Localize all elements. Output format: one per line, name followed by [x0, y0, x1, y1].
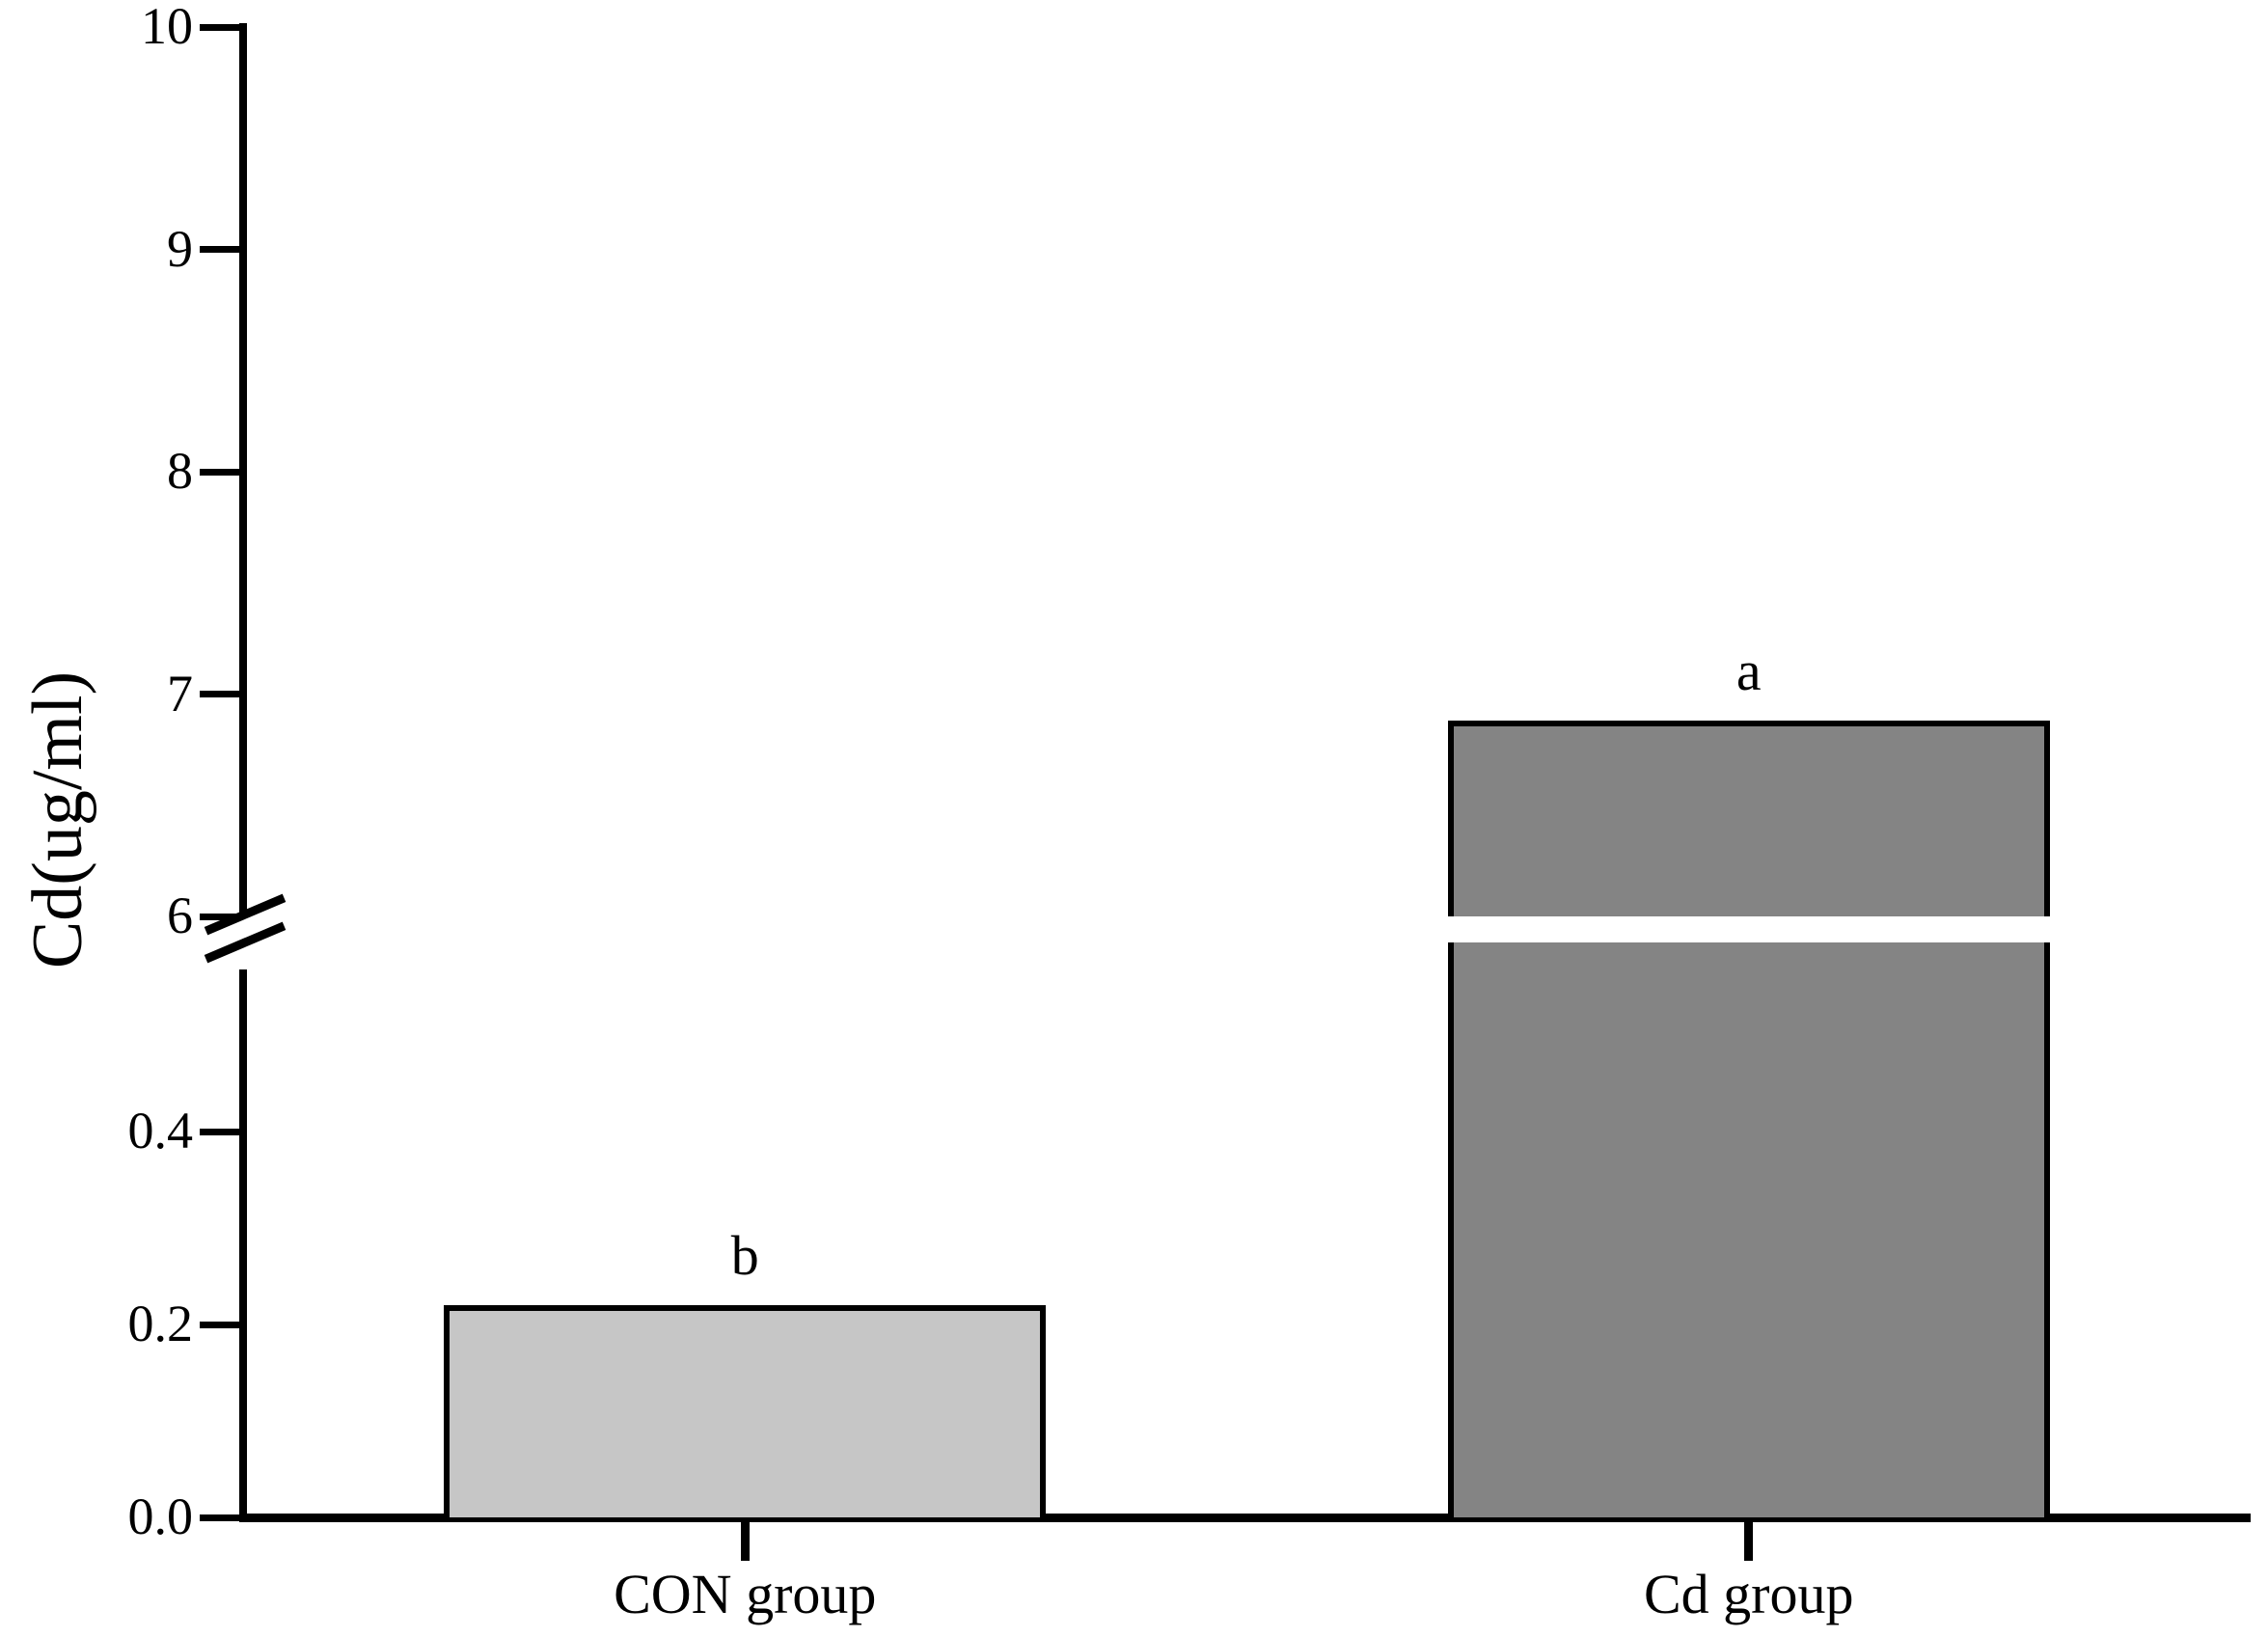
y-tick-label: 7 — [167, 664, 193, 723]
x-tick — [1744, 1522, 1754, 1561]
bar-cd-group-upper — [1447, 721, 2050, 916]
y-tick — [200, 246, 243, 253]
y-tick — [200, 468, 243, 476]
x-category-label-cd-group: Cd group — [1644, 1563, 1854, 1625]
y-axis-line-upper — [239, 23, 247, 916]
significance-label: a — [1735, 640, 1762, 703]
y-tick-label: 0.2 — [127, 1294, 194, 1352]
x-axis-line — [239, 1514, 2251, 1522]
y-tick-label: 0.0 — [127, 1487, 194, 1545]
y-tick — [200, 23, 243, 31]
bar-cd-group-lower — [1447, 942, 2050, 1517]
y-tick — [200, 691, 243, 697]
x-category-label-con-group: CON group — [614, 1563, 877, 1625]
y-axis-line-lower — [239, 969, 247, 1522]
significance-label: b — [730, 1224, 759, 1287]
y-tick — [200, 913, 243, 920]
y-tick-label: 10 — [141, 0, 193, 55]
y-tick — [200, 1321, 243, 1328]
x-tick — [740, 1522, 750, 1561]
bar-con-group — [444, 1305, 1047, 1517]
y-tick-label: 6 — [167, 886, 193, 944]
y-tick-label: 9 — [167, 219, 193, 278]
y-tick-label: 8 — [167, 441, 193, 500]
y-tick — [200, 1128, 243, 1135]
y-tick — [200, 1514, 243, 1521]
y-tick-label: 0.4 — [127, 1101, 194, 1160]
